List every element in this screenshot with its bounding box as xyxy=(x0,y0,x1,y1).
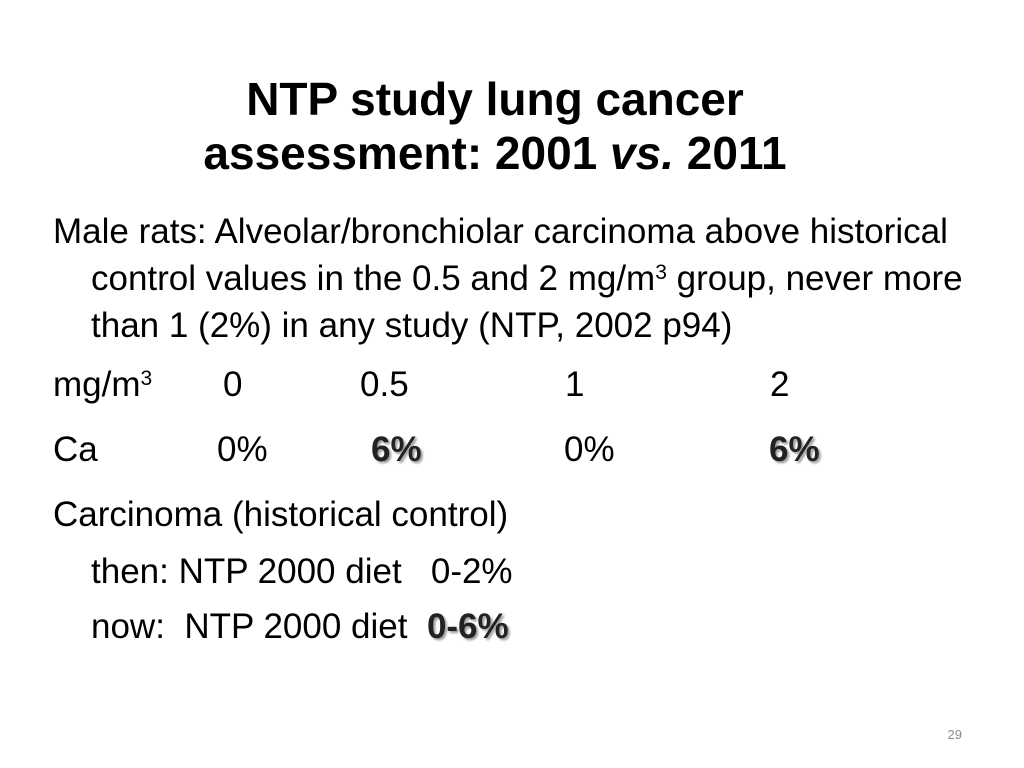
slide-title: NTP study lung cancer assessment: 2001 v… xyxy=(0,72,990,180)
dose-value-2: 1 xyxy=(565,365,585,404)
ca-value-2: 0% xyxy=(564,430,615,469)
title-line-1: NTP study lung cancer xyxy=(246,73,744,125)
ca-value-0: 0% xyxy=(217,430,268,469)
dose-label: mg/m3 xyxy=(53,361,152,408)
dose-value-0: 0 xyxy=(223,365,243,404)
intro-text-1: Male rats: Alveolar/bronchiolar carcinom… xyxy=(53,212,948,298)
dose-value-3: 2 xyxy=(770,365,790,404)
dose-label-superscript: 3 xyxy=(140,367,153,391)
ca-row: Ca 0% 6% 0% 6% xyxy=(53,426,993,473)
ca-label: Ca xyxy=(53,430,98,469)
historical-then: then: NTP 2000 diet 0-2% xyxy=(91,552,513,591)
ca-value-3: 6% xyxy=(769,430,820,469)
dose-label-text: mg/m xyxy=(53,365,141,404)
title-vs: vs. xyxy=(610,127,674,179)
intro-superscript: 3 xyxy=(655,261,667,285)
historical-now-text: now: NTP 2000 diet xyxy=(91,607,427,646)
dose-row: mg/m3 0 0.5 1 2 xyxy=(53,361,993,408)
historical-now-value: 0-6% xyxy=(426,607,509,646)
intro-paragraph: Male rats: Alveolar/bronchiolar carcinom… xyxy=(53,208,993,349)
historical-now: now: NTP 2000 diet 0-6% xyxy=(53,603,993,650)
title-line-2: assessment: 2001 vs. 2011 xyxy=(0,126,990,180)
dose-value-1: 0.5 xyxy=(360,365,409,404)
slide-body: Male rats: Alveolar/bronchiolar carcinom… xyxy=(53,208,993,650)
historical-heading: Carcinoma (historical control) xyxy=(53,495,509,534)
page-number: 29 xyxy=(947,727,962,742)
title-line-2-prefix: assessment: 2001 xyxy=(203,127,611,179)
intro-text-2: group, never more than 1 (2%) in any stu… xyxy=(91,259,963,345)
ca-value-1: 6% xyxy=(371,430,422,469)
title-line-2-suffix: 2011 xyxy=(674,127,787,179)
